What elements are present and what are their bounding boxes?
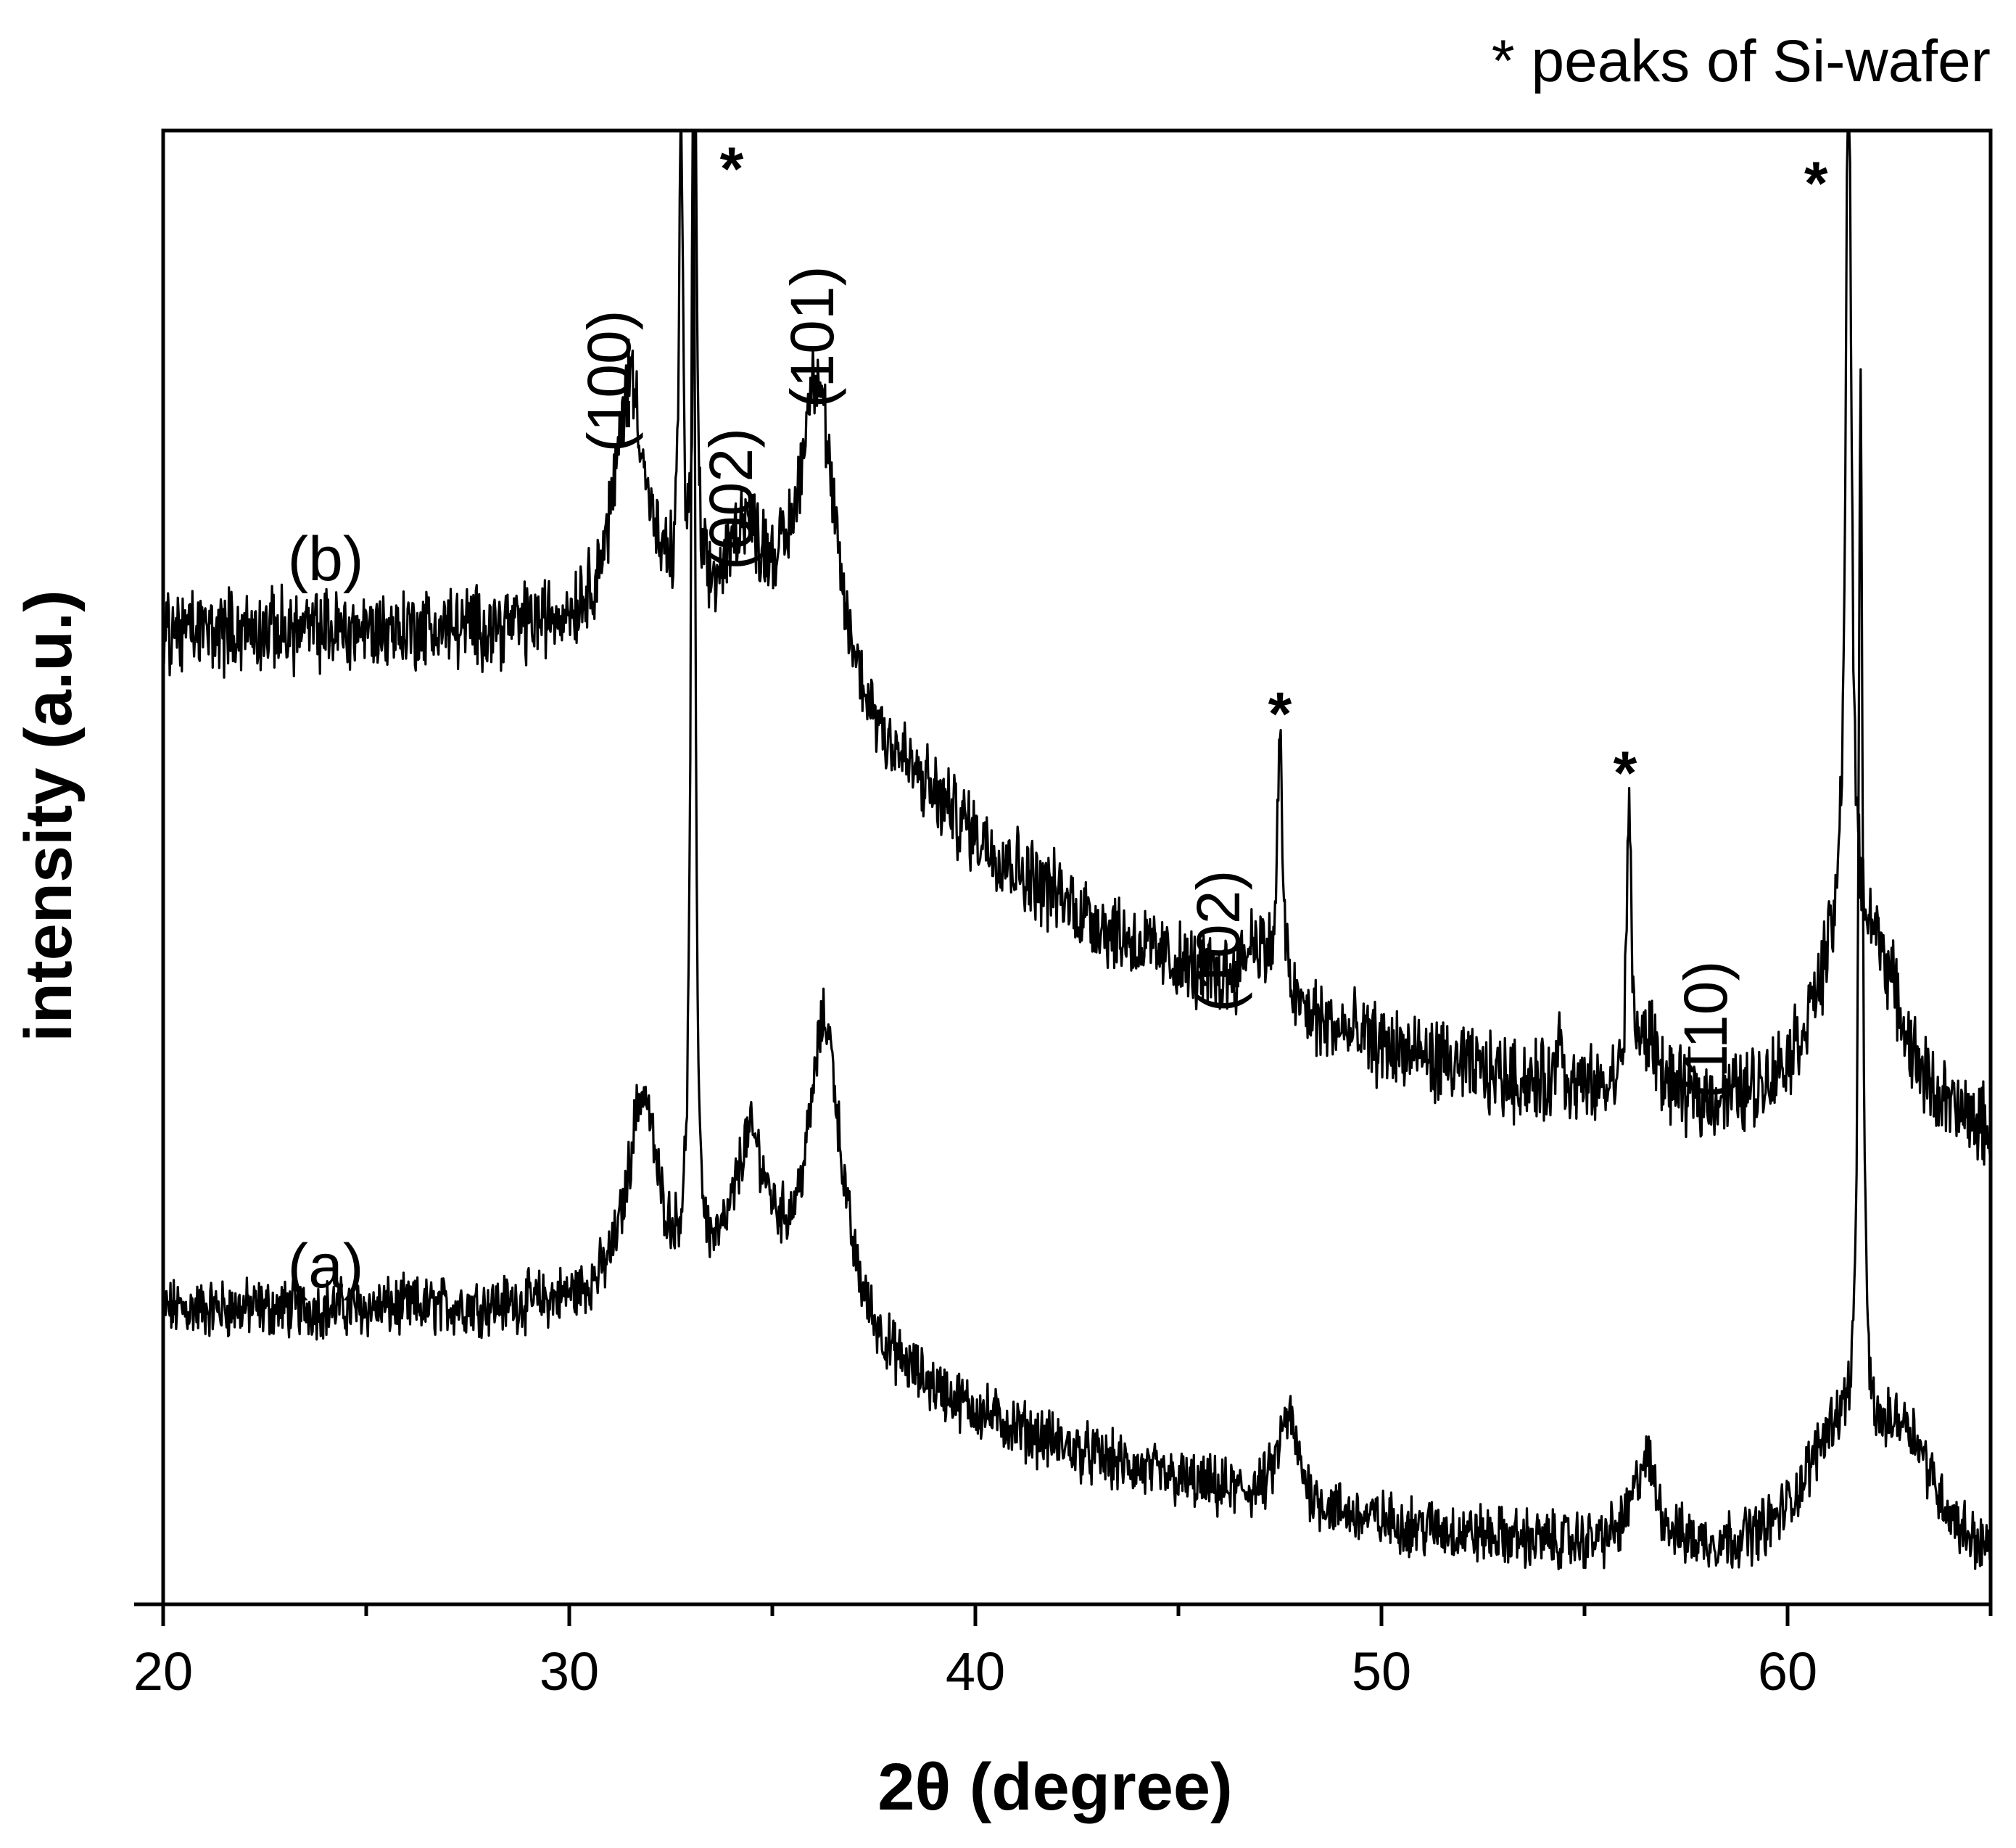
y-axis-title: intensity (a.u.) (12, 590, 86, 1042)
x-tick-label: 30 (540, 1641, 599, 1701)
si-peak-marker: * (1614, 738, 1637, 807)
series-label-b: (b) (287, 524, 363, 594)
si-peak-marker: * (1268, 680, 1292, 748)
x-tick-label: 20 (133, 1641, 193, 1701)
series-label-a: (a) (287, 1232, 363, 1301)
peak-label: (110) (1672, 961, 1740, 1099)
peak-label: (100) (575, 310, 643, 452)
si-peak-marker: * (720, 134, 744, 202)
peak-label: (002) (697, 428, 765, 570)
x-ticks: 20 30 40 50 60 (133, 1604, 1993, 1701)
plot-frame (161, 128, 1993, 1606)
x-tick-label: 50 (1352, 1641, 1411, 1701)
series-line-a (162, 129, 1992, 1571)
si-peak-marker: * (1804, 149, 1828, 218)
peak-label: (101) (778, 265, 846, 408)
x-tick-label: 40 (946, 1641, 1005, 1701)
x-tick-label: 60 (1758, 1641, 1817, 1701)
peak-label: (102) (1184, 870, 1252, 1012)
si-wafer-note: * peaks of Si-wafer (1492, 28, 1991, 94)
x-axis-title: 2θ (degree) (877, 1750, 1232, 1824)
series-line-b (162, 129, 1992, 1166)
series-group (162, 129, 1992, 1571)
annotations: (a) (b) (100) (002)(101) (102) (110) * * * * (287, 134, 1827, 1301)
